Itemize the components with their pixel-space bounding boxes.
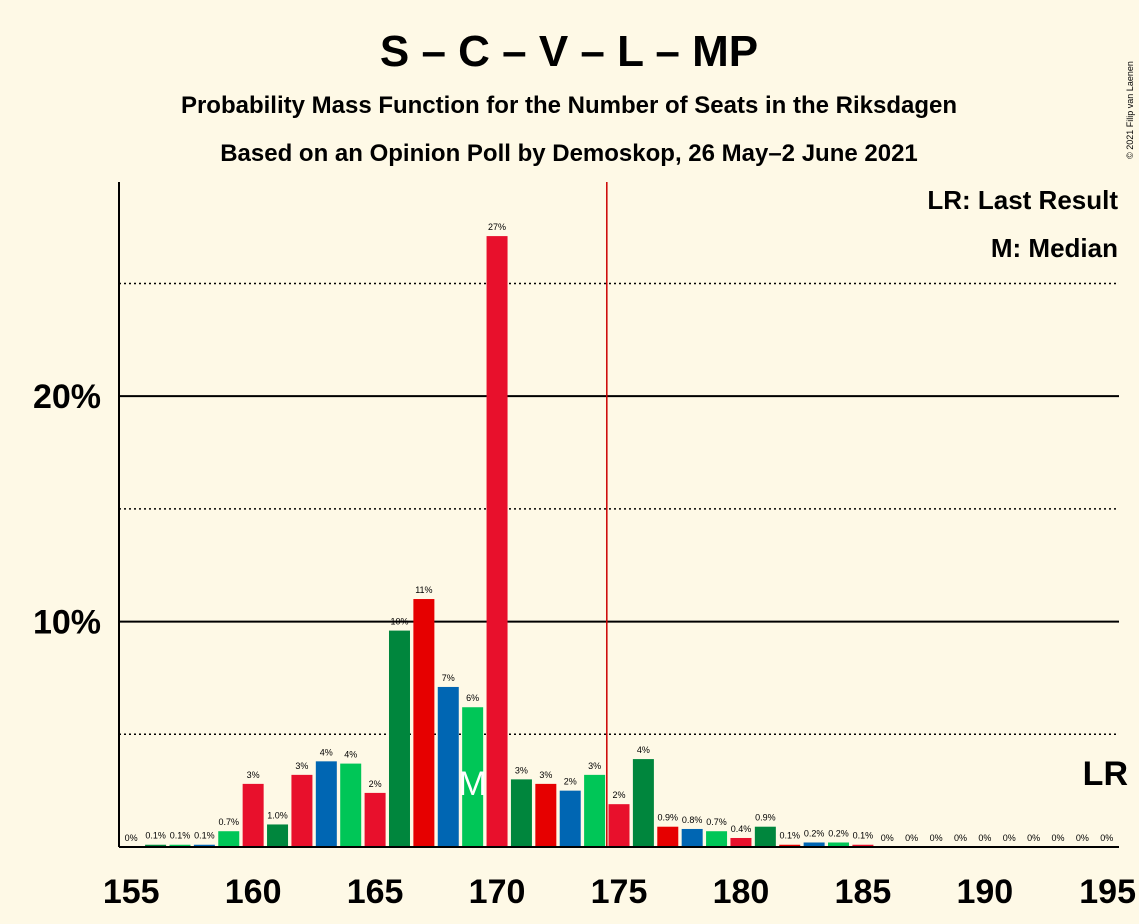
y-tick-label-20: 20% (33, 378, 101, 416)
bar-169 (462, 707, 484, 847)
data-label-177: 0.9% (658, 813, 679, 823)
legend-median: M: Median (991, 233, 1118, 263)
bar-175 (608, 804, 630, 847)
data-label-187: 0% (905, 833, 918, 843)
chart-source-line: Based on an Opinion Poll by Demoskop, 26… (220, 140, 918, 167)
bar-171 (510, 779, 532, 847)
bars (145, 236, 874, 848)
data-label-181: 0.9% (755, 813, 776, 823)
bar-179 (706, 831, 728, 847)
bar-164 (340, 763, 362, 847)
bar-182 (779, 844, 801, 847)
bar-172 (535, 783, 557, 847)
bar-176 (632, 759, 654, 847)
data-label-192: 0% (1027, 833, 1040, 843)
bar-161 (267, 824, 289, 847)
bar-162 (291, 774, 313, 847)
data-label-158: 0.1% (194, 831, 215, 841)
data-label-159: 0.7% (218, 817, 239, 827)
y-tick-label-10: 10% (33, 604, 101, 642)
bar-167 (413, 599, 435, 847)
bar-178 (681, 828, 703, 847)
data-label-155: 0% (125, 833, 138, 843)
data-label-188: 0% (930, 833, 943, 843)
data-label-190: 0% (978, 833, 991, 843)
data-label-186: 0% (881, 833, 894, 843)
bar-159 (218, 831, 240, 847)
data-label-194: 0% (1076, 833, 1089, 843)
data-label-156: 0.1% (145, 831, 166, 841)
data-label-161: 1.0% (267, 810, 288, 820)
gridlines (119, 282, 1119, 736)
data-label-160: 3% (247, 770, 260, 780)
data-label-165: 2% (369, 779, 382, 789)
x-tick-label-160: 160 (225, 873, 282, 911)
bar-170 (486, 236, 508, 848)
data-label-179: 0.7% (706, 817, 727, 827)
data-label-167: 11% (415, 585, 432, 595)
bar-185 (852, 844, 874, 847)
data-label-174: 3% (588, 761, 601, 771)
bar-180 (730, 837, 752, 847)
data-label-162: 3% (295, 761, 308, 771)
data-label-168: 7% (442, 673, 455, 683)
bar-183 (803, 842, 825, 847)
data-label-176: 4% (637, 745, 650, 755)
data-label-163: 4% (320, 747, 333, 757)
bar-165 (364, 792, 386, 847)
axes: 10% 20% 155 160 165 170 175 180 185 190 195 (33, 182, 1136, 911)
data-label-178: 0.8% (682, 815, 703, 825)
last-result-marker-label: LR (1083, 755, 1128, 793)
x-tick-label-165: 165 (347, 873, 404, 911)
data-label-189: 0% (954, 833, 967, 843)
bar-163 (315, 761, 337, 847)
x-tick-label-180: 180 (713, 873, 770, 911)
chart-subtitle: Probability Mass Function for the Number… (181, 92, 957, 119)
copyright-credit: © 2021 Filip van Laenen (1125, 61, 1135, 159)
bar-174 (584, 774, 606, 847)
x-tick-label-170: 170 (469, 873, 526, 911)
bar-177 (657, 826, 679, 847)
data-label-169: 6% (466, 693, 479, 703)
chart-title: S – C – V – L – MP (380, 27, 758, 76)
data-label-171: 3% (515, 765, 528, 775)
data-label-191: 0% (1003, 833, 1016, 843)
data-label-182: 0.1% (779, 831, 800, 841)
median-marker: M (458, 765, 486, 803)
data-labels: 0% 0.1% 0.1% 0.1%0.7%3%1.0%3%4% 4%2%10%11%7%… (125, 222, 1114, 843)
bar-166 (388, 630, 410, 847)
legend-last-result: LR: Last Result (927, 185, 1118, 215)
data-label-173: 2% (564, 777, 577, 787)
data-label-170: 27% (488, 222, 506, 232)
x-tick-label-185: 185 (835, 873, 892, 911)
data-label-175: 2% (612, 790, 625, 800)
bar-157 (169, 844, 191, 847)
x-tick-label-175: 175 (591, 873, 648, 911)
data-label-183: 0.2% (804, 828, 825, 838)
bar-158 (193, 844, 215, 847)
x-tick-label-190: 190 (956, 873, 1013, 911)
data-label-166: 10% (390, 617, 408, 627)
bar-160 (242, 783, 264, 847)
x-tick-label-155: 155 (103, 873, 160, 911)
bar-181 (754, 826, 776, 847)
data-label-164: 4% (344, 750, 357, 760)
data-label-195: 0% (1100, 833, 1113, 843)
bar-184 (828, 842, 850, 847)
data-label-180: 0.4% (731, 824, 752, 834)
bar-168 (437, 686, 459, 847)
data-label-193: 0% (1052, 833, 1065, 843)
bar-156 (145, 844, 167, 847)
x-tick-label-195: 195 (1079, 873, 1136, 911)
bar-173 (559, 790, 581, 847)
data-label-185: 0.1% (853, 831, 874, 841)
data-label-157: 0.1% (170, 831, 191, 841)
data-label-184: 0.2% (828, 828, 849, 838)
data-label-172: 3% (539, 770, 552, 780)
